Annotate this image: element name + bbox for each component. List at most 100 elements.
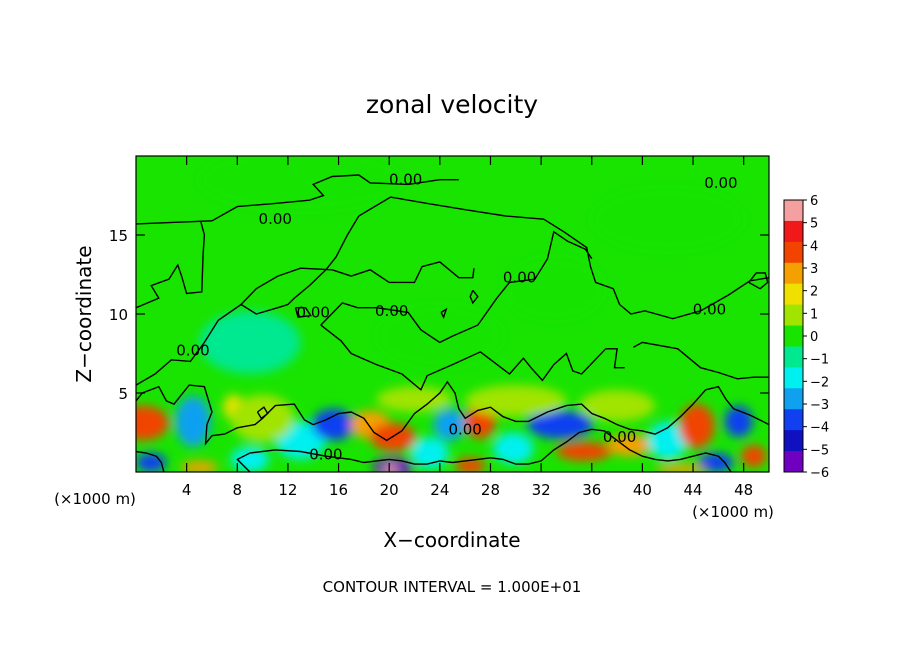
colorbar-label-12: −6 xyxy=(810,466,829,481)
velocity-cell-19 xyxy=(606,434,653,457)
velocity-cell-32 xyxy=(503,257,605,321)
colorbar-swatch-4 xyxy=(784,283,803,306)
colorbar-swatch-0 xyxy=(784,200,803,222)
x-tick-label-4: 20 xyxy=(380,481,399,499)
x-tick-label-7: 32 xyxy=(532,481,551,499)
colorbar-swatch-2 xyxy=(784,241,803,264)
colorbar-label-7: −1 xyxy=(810,353,829,368)
velocity-cell-24 xyxy=(741,445,767,468)
contour-line-1 xyxy=(136,220,206,309)
velocity-cell-11 xyxy=(382,464,399,472)
velocity-cell-5 xyxy=(230,446,269,472)
x-unit-label-right: (×1000 m) xyxy=(692,503,774,521)
colorbar-label-3: 3 xyxy=(810,262,818,277)
contour-line-6 xyxy=(320,324,625,391)
contour-label-9: 0.00 xyxy=(603,428,636,446)
colorbar-label-5: 1 xyxy=(810,307,818,322)
contour-line-2 xyxy=(358,196,614,290)
colorbar-label-10: −4 xyxy=(810,421,829,436)
velocity-field-layer xyxy=(136,156,767,472)
contour-line-12 xyxy=(294,307,312,318)
contour-line-13 xyxy=(440,307,448,319)
contour-interval-note: CONTOUR INTERVAL = 1.000E+01 xyxy=(323,578,582,596)
x-tick-label-1: 8 xyxy=(233,481,243,499)
contour-label-4: 0.00 xyxy=(297,303,330,321)
velocity-cell-18 xyxy=(556,441,613,461)
colorbar-swatch-11 xyxy=(784,430,803,452)
colorbar-label-8: −2 xyxy=(810,375,829,390)
contour-line-15 xyxy=(256,406,269,420)
y-axis-ticks: 5 10 15 xyxy=(109,227,769,403)
x-axis-ticks: 4 8 12 16 20 24 28 32 36 40 44 48 xyxy=(182,156,753,499)
velocity-cell-33 xyxy=(199,156,402,212)
contour-label-0: 0.00 xyxy=(389,171,422,189)
velocity-cell-31 xyxy=(376,304,504,368)
contour-line-8 xyxy=(633,341,769,380)
x-tick-label-2: 12 xyxy=(278,481,297,499)
x-tick-label-10: 44 xyxy=(683,481,702,499)
velocity-cell-21 xyxy=(679,404,715,449)
contour-label-7: 0.00 xyxy=(176,341,209,359)
contour-label-10: 0.00 xyxy=(309,446,342,464)
contour-label-1: 0.00 xyxy=(704,174,737,192)
velocity-cell-16 xyxy=(493,432,534,465)
x-tick-label-6: 28 xyxy=(481,481,500,499)
contour-line-3 xyxy=(136,215,360,386)
velocity-cell-34 xyxy=(591,187,744,251)
colorbar-label-6: 0 xyxy=(810,330,818,345)
contour-line-14 xyxy=(469,289,479,305)
contour-label-5: 0.00 xyxy=(375,302,408,320)
plot-area: 0.00 0.00 0.00 0.00 0.00 0.00 0.00 0.00 0.00 0.00… xyxy=(135,155,770,473)
x-tick-label-5: 24 xyxy=(430,481,449,499)
velocity-cell-13 xyxy=(433,408,467,441)
contour-line-5 xyxy=(320,230,593,344)
contour-label-8: 0.00 xyxy=(448,420,481,438)
contour-line-10 xyxy=(236,428,732,472)
velocity-cell-0 xyxy=(136,405,169,441)
contour-line-0 xyxy=(136,174,459,225)
colorbar-swatch-6 xyxy=(784,325,803,347)
colorbar-swatch-8 xyxy=(784,367,803,389)
x-axis-label: X−coordinate xyxy=(383,528,520,552)
colorbar-swatch-1 xyxy=(784,220,803,243)
x-tick-label-3: 16 xyxy=(329,481,348,499)
colorbar-swatch-9 xyxy=(784,388,803,410)
x-tick-label-9: 40 xyxy=(633,481,652,499)
contour-label-3: 0.00 xyxy=(503,269,536,287)
velocity-cell-1 xyxy=(136,453,167,472)
velocity-cell-30 xyxy=(199,310,301,375)
y-tick-label-2: 15 xyxy=(109,227,128,245)
colorbar-label-2: 4 xyxy=(810,239,818,254)
x-tick-label-0: 4 xyxy=(182,481,192,499)
y-tick-label-0: 5 xyxy=(118,385,128,403)
y-tick-label-1: 10 xyxy=(109,306,128,324)
velocity-cell-20 xyxy=(647,421,688,460)
x-tick-label-8: 36 xyxy=(582,481,601,499)
velocity-cell-7 xyxy=(311,408,356,441)
colorbar-label-4: 2 xyxy=(810,285,818,300)
velocity-cell-22 xyxy=(698,453,734,472)
colorbar-swatch-12 xyxy=(784,451,803,473)
velocity-cell-28 xyxy=(579,389,656,422)
contour-label-2: 0.00 xyxy=(259,210,292,228)
contour-line-16 xyxy=(748,272,769,290)
contour-line-9 xyxy=(136,380,769,446)
colorbar-swatch-5 xyxy=(784,304,803,327)
velocity-cell-2 xyxy=(175,396,211,447)
colorbar-swatch-7 xyxy=(784,346,803,368)
contour-lines-layer xyxy=(136,174,769,472)
velocity-cell-27 xyxy=(465,385,567,417)
contour-line-11 xyxy=(136,450,165,472)
contour-labels-layer: 0.00 0.00 0.00 0.00 0.00 0.00 0.00 0.00 0.00 0.00… xyxy=(176,171,737,464)
colorbar: 6 5 4 3 2 1 0 −1 −2 −3 −4 −5 −6 xyxy=(783,194,829,481)
colorbar-label-9: −3 xyxy=(810,398,829,413)
chart-title: zonal velocity xyxy=(366,90,538,119)
colorbar-label-0: 6 xyxy=(810,194,818,209)
contour-line-7 xyxy=(612,277,769,320)
x-unit-label-left: (×1000 m) xyxy=(54,490,136,508)
contour-line-4 xyxy=(240,261,475,305)
colorbar-label-1: 5 xyxy=(810,217,818,232)
colorbar-swatch-3 xyxy=(784,262,803,285)
velocity-cell-29 xyxy=(376,386,453,412)
